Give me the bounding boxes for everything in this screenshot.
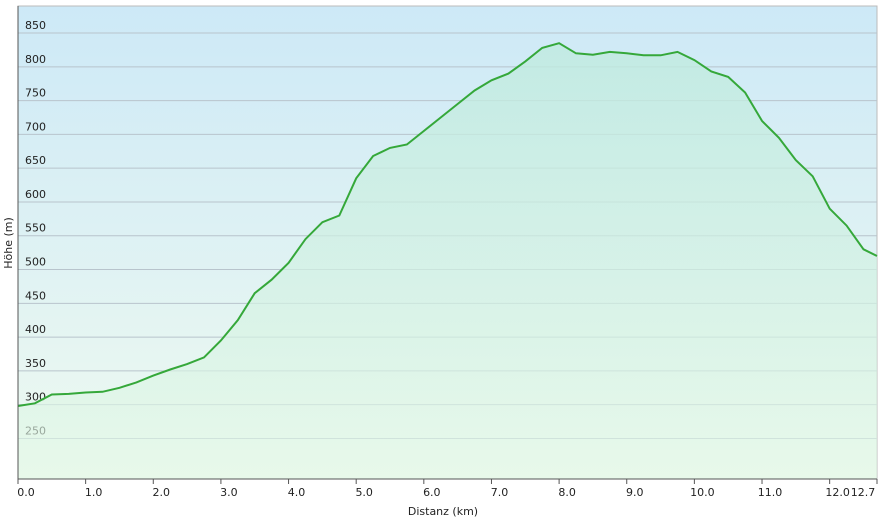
x-tick-label: 10.0 <box>690 486 715 499</box>
y-axis-label: Höhe (m) <box>2 217 15 269</box>
x-tick-label: 11.0 <box>758 486 783 499</box>
y-tick-label: 600 <box>25 188 46 201</box>
x-tick-label: 12.7 <box>851 486 876 499</box>
x-tick-label: 9.0 <box>626 486 644 499</box>
x-tick-label: 8.0 <box>558 486 576 499</box>
y-tick-label: 550 <box>25 222 46 235</box>
x-tick-label: 3.0 <box>220 486 238 499</box>
y-tick-label: 500 <box>25 256 46 269</box>
x-tick-label: 4.0 <box>288 486 306 499</box>
y-tick-label: 350 <box>25 357 46 370</box>
x-tick-label: 2.0 <box>153 486 171 499</box>
x-tick-label: 0.0 <box>17 486 35 499</box>
line <box>17 42 878 407</box>
x-tick-label: 1.0 <box>85 486 103 499</box>
y-tick-label: 400 <box>25 323 46 336</box>
x-tick-label: 12.0 <box>825 486 850 499</box>
y-tick-label: 850 <box>25 19 46 32</box>
y-tick-label: 750 <box>25 87 46 100</box>
x-tick-label: 7.0 <box>491 486 509 499</box>
x-tick-label: 6.0 <box>423 486 441 499</box>
y-tick-label: 450 <box>25 289 46 302</box>
area <box>18 43 877 479</box>
x-axis-label: Distanz (km) <box>408 505 478 518</box>
x-tick-label: 5.0 <box>355 486 373 499</box>
y-tick-label: 700 <box>25 120 46 133</box>
y-tick-label: 800 <box>25 53 46 66</box>
y-tick-label: 650 <box>25 154 46 167</box>
